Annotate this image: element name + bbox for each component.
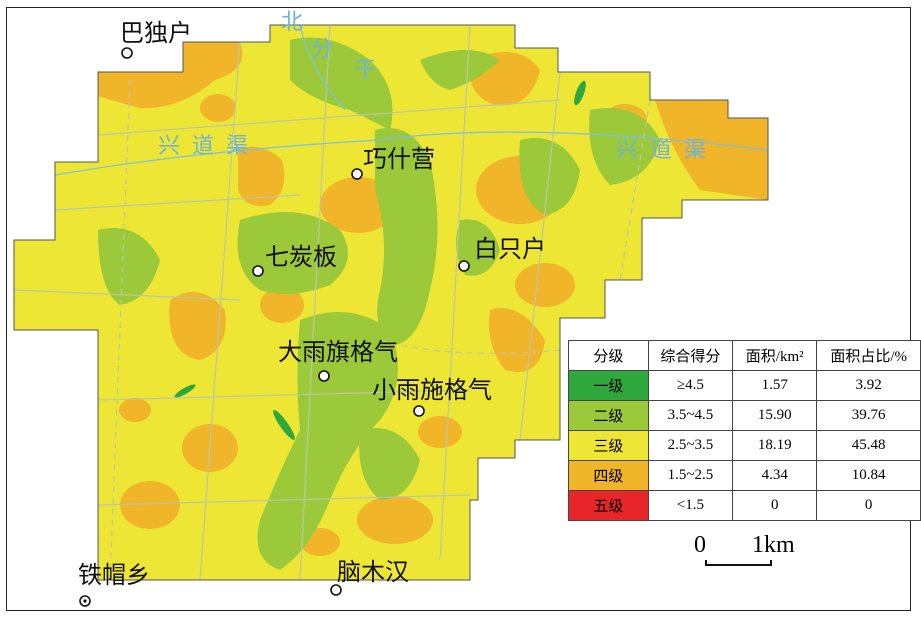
legend-row: 四级 1.5~2.5 4.34 10.84 (568, 460, 921, 491)
legend-area: 4.34 (732, 460, 818, 491)
legend-swatch-grade1: 一级 (568, 370, 649, 401)
legend-row: 一级 ≥4.5 1.57 3.92 (568, 370, 921, 401)
marker-baizhihu[interactable] (458, 260, 470, 272)
marker-naomuhan[interactable] (330, 584, 342, 596)
legend-area: 15.90 (732, 400, 818, 431)
legend-swatch-grade3: 三级 (568, 430, 649, 461)
town-label-badouhu: 巴独户 (120, 19, 192, 47)
legend-score: <1.5 (647, 490, 734, 521)
legend-score: 2.5~3.5 (647, 430, 734, 461)
legend-header-pct: 面积占比/% (816, 340, 921, 371)
legend-header-grade: 分级 (568, 340, 649, 371)
legend-header-score: 综合得分 (647, 340, 734, 371)
legend-score: 3.5~4.5 (647, 400, 734, 431)
marker-badouhu[interactable] (121, 47, 133, 59)
marker-xiaoyushigeqi[interactable] (413, 405, 425, 417)
scale-end: 1km (752, 532, 795, 558)
legend-header-area: 面积/km² (732, 340, 818, 371)
grade2-areas (98, 37, 660, 570)
town-label-baizhihu: 白只户 (474, 235, 546, 263)
marker-dayuqigeqi[interactable] (318, 370, 330, 382)
canal-label-west: 兴道渠 (158, 134, 261, 159)
legend-header-row: 分级 综合得分 面积/km² 面积占比/% (568, 340, 921, 371)
scale-bar (705, 560, 772, 566)
marker-tiemaoxiang-dot (83, 599, 87, 603)
legend-pct: 10.84 (816, 460, 921, 491)
legend-area: 1.57 (732, 370, 818, 401)
grade1-areas (174, 80, 586, 440)
legend-table: 分级 综合得分 面积/km² 面积占比/% 一级 ≥4.5 1.57 3.92 … (568, 340, 921, 521)
town-label-qiaoshiying: 巧什营 (363, 145, 435, 173)
town-label-naomuhan: 脑木汉 (337, 558, 409, 586)
legend-swatch-grade4: 四级 (568, 460, 649, 491)
legend-score: 1.5~2.5 (647, 460, 734, 491)
legend-row: 二级 3.5~4.5 15.90 39.76 (568, 400, 921, 431)
canal-lines (54, 25, 768, 176)
town-label-tiemaoxiang: 铁帽乡 (78, 561, 150, 589)
legend-pct: 45.48 (816, 430, 921, 461)
town-label-qitanban: 七炭板 (265, 243, 337, 271)
legend-pct: 0 (816, 490, 921, 521)
legend-pct: 3.92 (816, 370, 921, 401)
marker-qiaoshiying[interactable] (351, 168, 363, 180)
legend-row: 五级 <1.5 0 0 (568, 490, 921, 521)
marker-qitanban[interactable] (252, 265, 264, 277)
canal-label-north-1: 北 (281, 10, 304, 35)
canal-label-north-3: 干 (354, 58, 377, 83)
legend-pct: 39.76 (816, 400, 921, 431)
legend-swatch-grade5: 五级 (568, 490, 649, 521)
legend-area: 18.19 (732, 430, 818, 461)
canal-label-east: 兴道渠 (616, 138, 719, 163)
roads (14, 25, 651, 580)
study-area-boundary (13, 24, 769, 581)
canal-label-north-2: 分 (311, 37, 334, 62)
legend-swatch-grade2: 二级 (568, 400, 649, 431)
scale-start: 0 (694, 532, 706, 558)
legend-score: ≥4.5 (647, 370, 734, 401)
scale-bar-label: 0 1km (694, 532, 795, 559)
legend-row: 三级 2.5~3.5 18.19 45.48 (568, 430, 921, 461)
town-label-xiaoyushigeqi: 小雨施格气 (372, 376, 492, 404)
town-label-dayuqigeqi: 大雨旗格气 (278, 338, 398, 366)
legend-area: 0 (732, 490, 818, 521)
